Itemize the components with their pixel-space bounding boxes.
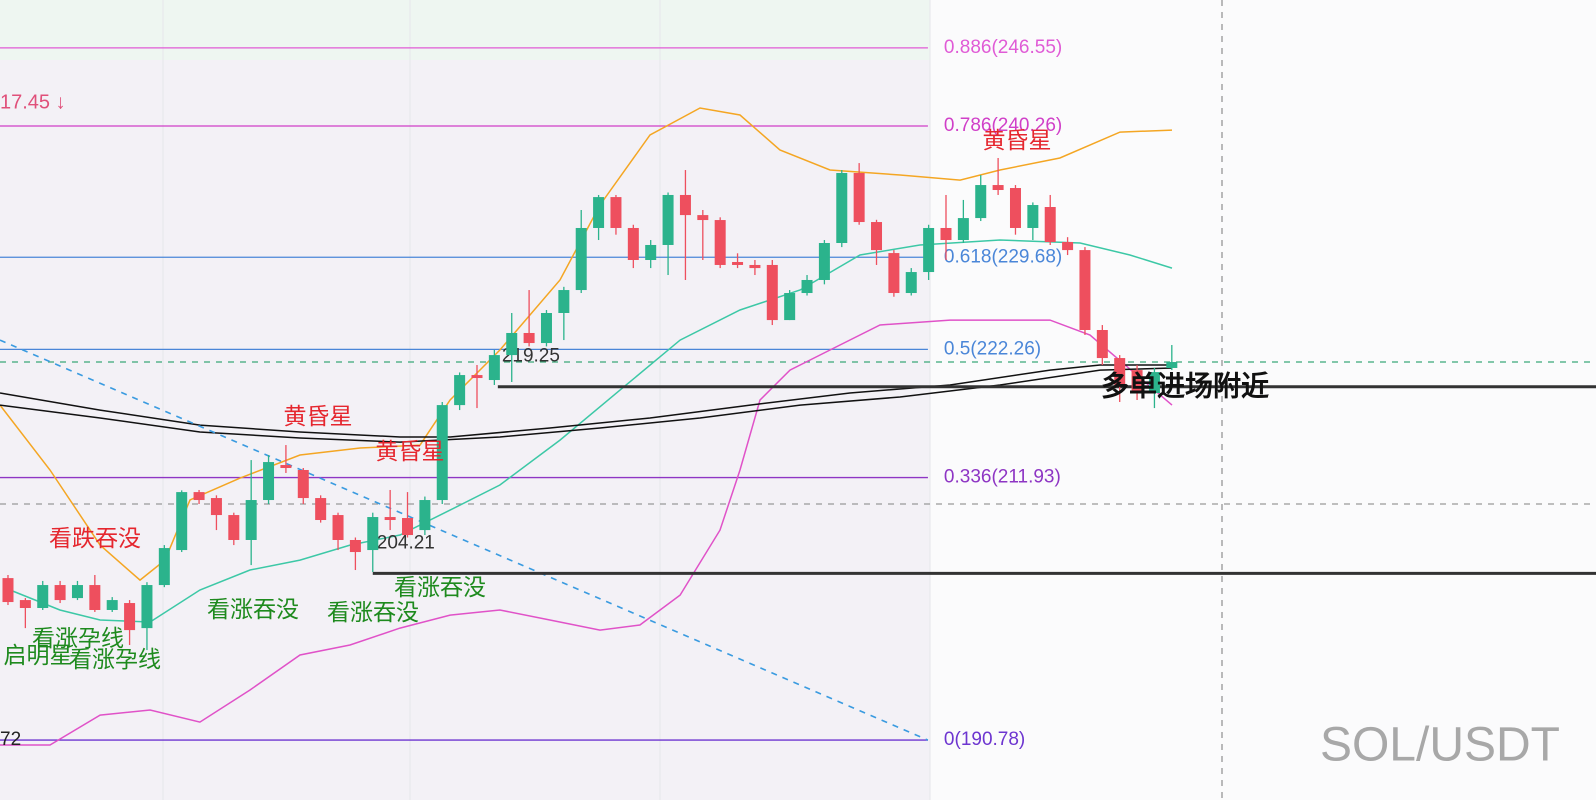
candle-body bbox=[593, 197, 605, 228]
candle-body bbox=[627, 227, 639, 261]
pattern-annotation: 17.45 ↓ bbox=[0, 91, 66, 113]
overlay-line bbox=[9, 239, 1173, 623]
candle-body bbox=[263, 462, 275, 501]
candle-body bbox=[957, 218, 969, 241]
candle-body bbox=[124, 603, 136, 631]
pattern-annotation: 72 bbox=[0, 729, 21, 750]
candle-body bbox=[315, 498, 327, 521]
support-label: 204.21 bbox=[377, 532, 435, 553]
candle-body bbox=[193, 492, 205, 501]
candle-body bbox=[89, 585, 101, 610]
pattern-annotation: 黄昏星 bbox=[376, 438, 445, 464]
candle-body bbox=[523, 332, 535, 344]
candle-body bbox=[888, 253, 900, 294]
candle-body bbox=[1166, 362, 1178, 368]
candle-body bbox=[662, 194, 674, 245]
candle-body bbox=[558, 290, 570, 314]
pattern-annotation: 看涨吞没 bbox=[327, 599, 419, 625]
candle-body bbox=[454, 375, 466, 406]
pattern-annotation: 看涨吞没 bbox=[394, 574, 486, 600]
fib-level-label: 0(190.78) bbox=[944, 729, 1025, 750]
pattern-annotation: 看涨孕线 bbox=[69, 646, 161, 672]
candle-body bbox=[940, 227, 952, 241]
candle-body bbox=[992, 185, 1004, 191]
candle-body bbox=[714, 220, 726, 265]
candle-body bbox=[332, 515, 344, 540]
candle-body bbox=[141, 585, 153, 629]
candle-body bbox=[1131, 370, 1143, 394]
candle-body bbox=[436, 405, 448, 501]
candle-body bbox=[784, 293, 796, 321]
candle-body bbox=[106, 600, 118, 610]
candle-body bbox=[71, 585, 83, 599]
candle-body bbox=[1044, 207, 1056, 243]
candle-body bbox=[176, 492, 188, 551]
candle-body bbox=[1114, 358, 1126, 385]
watermark: SOL/USDT bbox=[1320, 719, 1560, 772]
candle-body bbox=[210, 498, 222, 516]
candle-body bbox=[2, 578, 14, 603]
candle-body bbox=[297, 469, 309, 499]
overlay-line bbox=[0, 319, 1173, 746]
candle-body bbox=[349, 539, 361, 553]
candle-body bbox=[732, 261, 744, 265]
candle-body bbox=[419, 500, 431, 531]
candle-body bbox=[1096, 330, 1108, 359]
session-background-top bbox=[0, 0, 930, 60]
candle-body bbox=[645, 244, 657, 261]
candle-body bbox=[766, 264, 778, 321]
candle-body bbox=[975, 185, 987, 219]
candle-body bbox=[471, 375, 483, 379]
candle-body bbox=[818, 243, 830, 280]
candle-body bbox=[402, 518, 414, 536]
pattern-annotation: 看涨吞没 bbox=[207, 596, 299, 622]
candle-body bbox=[853, 173, 865, 223]
fib-level-label: 0.886(246.55) bbox=[944, 37, 1062, 58]
pattern-annotation: 黄昏星 bbox=[983, 127, 1052, 153]
candle-body bbox=[871, 222, 883, 251]
candle-body bbox=[1009, 188, 1021, 228]
candle-body bbox=[836, 173, 848, 244]
candle-body bbox=[905, 272, 917, 294]
pattern-annotation: 看跌吞没 bbox=[49, 525, 141, 551]
candle-body bbox=[367, 517, 379, 551]
candle-body bbox=[697, 215, 709, 221]
candle-body bbox=[1148, 372, 1160, 394]
candle-body bbox=[749, 264, 761, 269]
candle-body bbox=[19, 600, 31, 609]
callout-text: 多单进场附近 bbox=[1101, 370, 1269, 401]
candle-body bbox=[923, 227, 935, 273]
fib-level-label: 0.336(211.93) bbox=[944, 467, 1061, 488]
candle-body bbox=[1027, 205, 1039, 228]
candle-body bbox=[801, 279, 813, 294]
pattern-annotation: 黄昏星 bbox=[284, 403, 353, 429]
candle-body bbox=[488, 355, 500, 381]
candle-body bbox=[575, 227, 587, 291]
candle-body bbox=[1062, 242, 1074, 251]
fib-level-label: 0.786(240.26) bbox=[944, 115, 1062, 136]
fib-level-label: 0.618(229.68) bbox=[944, 246, 1062, 267]
candle-body bbox=[506, 332, 518, 356]
candle-body bbox=[679, 194, 691, 216]
fib-level-label: 0.5(222.26) bbox=[944, 338, 1041, 359]
overlay-line bbox=[0, 364, 1172, 438]
candle-body bbox=[280, 465, 292, 469]
candle-body bbox=[1079, 250, 1091, 331]
candle-body bbox=[37, 585, 49, 609]
candle-body bbox=[158, 548, 170, 586]
candle-body bbox=[540, 313, 552, 344]
candle-body bbox=[245, 500, 257, 540]
candle-body bbox=[384, 517, 396, 521]
overlay-line bbox=[0, 367, 1173, 443]
pattern-annotation: 看涨孕线 bbox=[32, 625, 124, 651]
candle-body bbox=[54, 585, 66, 601]
candle-body bbox=[228, 515, 240, 540]
overlay-line bbox=[0, 339, 929, 741]
pattern-annotation: 启明星 bbox=[4, 642, 73, 668]
candle-body bbox=[610, 197, 622, 228]
